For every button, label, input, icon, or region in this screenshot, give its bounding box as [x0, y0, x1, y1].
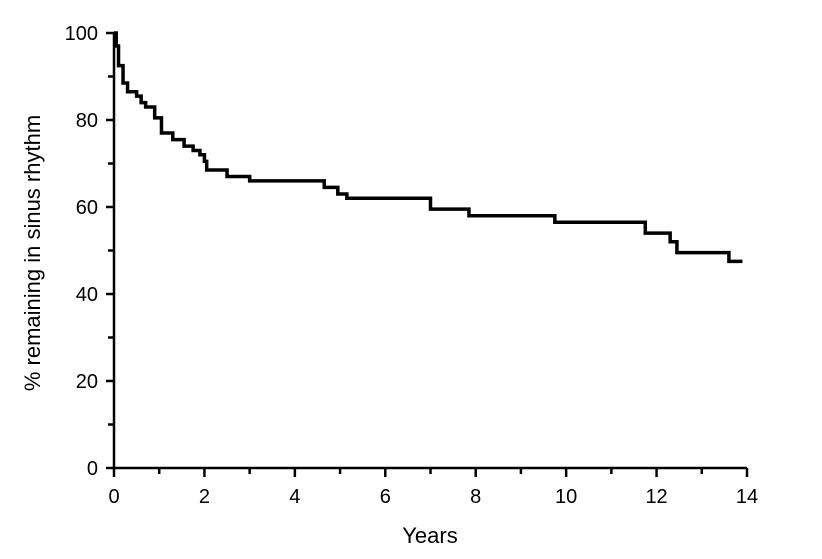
y-tick-label: 80: [76, 110, 98, 132]
x-tick-label: 10: [555, 486, 577, 508]
y-tick-label: 60: [76, 197, 98, 219]
x-tick-label: 0: [108, 486, 119, 508]
x-axis-title: Years: [402, 523, 457, 548]
x-tick-label: 12: [645, 486, 667, 508]
x-tick-label: 14: [736, 486, 758, 508]
series-line: [114, 31, 743, 264]
x-tick-label: 6: [380, 486, 391, 508]
y-axis-title: % remaining in sinus rhythm: [20, 115, 45, 391]
x-tick-label: 4: [289, 486, 300, 508]
ticks: [106, 31, 749, 477]
axes: [112, 33, 747, 470]
x-tick-label: 2: [199, 486, 210, 508]
x-tick-label: 8: [470, 486, 481, 508]
y-tick-label: 0: [87, 458, 98, 480]
y-tick-label: 40: [76, 284, 98, 306]
y-tick-label: 20: [76, 371, 98, 393]
tick-labels: 0 20 40 60 80 100 0 2 4 6 8 10 12 14: [65, 23, 759, 508]
y-tick-label: 100: [65, 23, 98, 45]
